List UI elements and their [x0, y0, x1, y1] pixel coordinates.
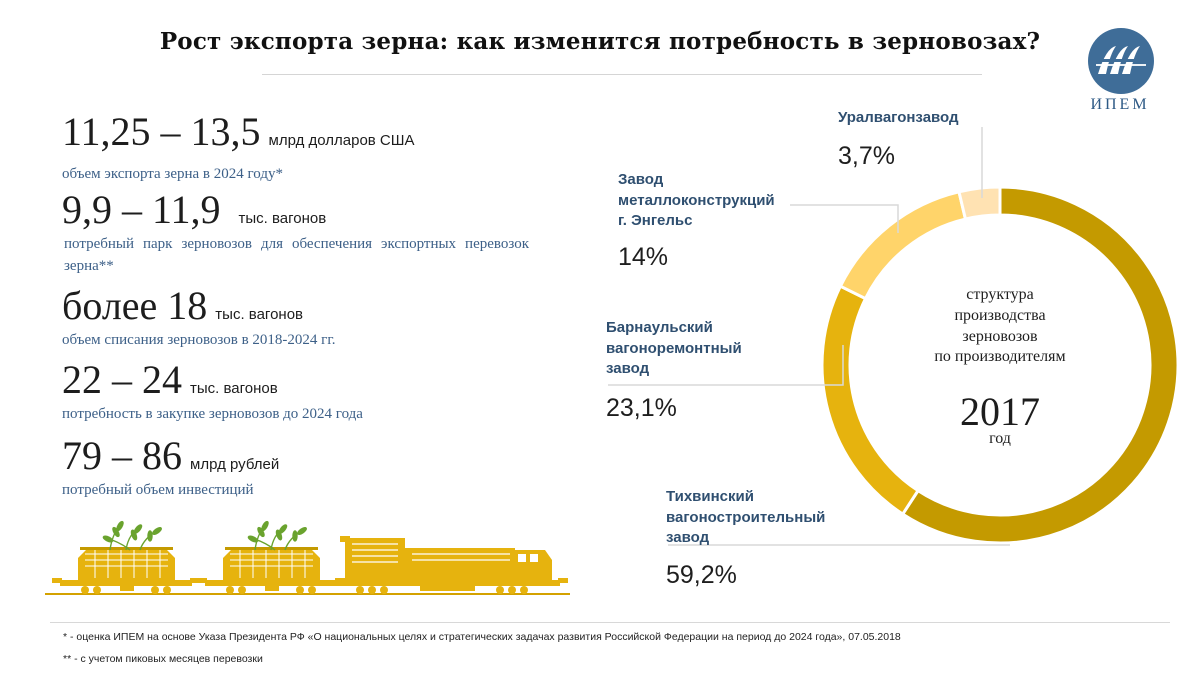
stat-description: потребность в закупке зерновозов до 2024…: [62, 406, 363, 422]
footnote-1: * - оценка ИПЕМ на основе Указа Президен…: [63, 631, 901, 643]
donut-center-year: 2017: [960, 389, 1040, 434]
stat-description: потребный парк зерновозов для обеспечени…: [64, 236, 529, 274]
slice-uralvagonzavod: [957, 185, 1002, 221]
stat-unit: тыс. вагонов: [190, 380, 278, 397]
slice-engels: [838, 189, 968, 301]
wheat-icon: [247, 520, 307, 551]
stat-write-off: более 18 тыс. вагонов объем списания зерн…: [62, 286, 336, 352]
stat-unit: млрд долларов США: [268, 132, 415, 149]
footnote-2: ** - с учетом пиковых месяцев перевозки: [63, 653, 263, 665]
hopper-wagon-2: [197, 547, 345, 594]
stat-value: 11,25 – 13,5: [62, 109, 261, 154]
stat-value: 79 – 86: [62, 433, 182, 478]
slice-value-tikhvin: 59,2%: [666, 561, 737, 589]
page-title: Рост экспорта зерна: как изменится потре…: [159, 28, 1041, 55]
stat-unit: млрд рублей: [190, 456, 280, 473]
wheat-icon: [102, 520, 162, 551]
grain-train-illustration: [45, 520, 570, 595]
slice-value-barnaul: 23,1%: [606, 394, 677, 422]
stat-value: 22 – 24: [62, 357, 182, 402]
donut-center-caption: структура производства зерновозов по про…: [925, 285, 1075, 368]
center-caption-line: по производителям: [934, 348, 1066, 366]
slice-label-tikhvin: Тихвинский вагоностроительный завод: [666, 488, 826, 547]
slice-label-barnaul: Барнаульский вагоноремонтный завод: [606, 319, 742, 378]
slice-label-uralvagonzavod: Уралвагонзавод: [838, 109, 959, 126]
stat-purchase-need: 22 – 24 тыс. вагонов потребность в закупк…: [62, 360, 363, 426]
stat-description: потребный объем инвестиций: [62, 482, 254, 498]
center-caption-line: структура: [966, 286, 1034, 303]
stat-unit: тыс. вагонов: [215, 306, 304, 323]
leader-line: [790, 204, 899, 233]
stat-description: объем списания зерновозов в 2018-2024 гг…: [62, 332, 336, 348]
stat-investment: 79 – 86 млрд рублей потребный объем инвес…: [62, 436, 279, 502]
donut-center-year-label: год: [989, 430, 1011, 447]
logo-text: ИПЕМ: [1090, 96, 1150, 113]
rail-track: [45, 593, 570, 595]
footer-divider: [50, 622, 1170, 623]
slice-barnaul: [820, 284, 921, 517]
stat-export-volume: 11,25 – 13,5 млрд долларов США объем эксп…: [62, 112, 415, 186]
stat-value: более 18: [62, 283, 208, 328]
locomotive: [335, 536, 568, 594]
stat-value: 9,9 – 11,9: [62, 187, 221, 232]
title-divider: [262, 74, 982, 75]
slice-value-engels: 14%: [618, 243, 669, 271]
slice-value-uralvagonzavod: 3,7%: [838, 142, 895, 170]
ipem-logo-icon: [1088, 28, 1154, 94]
center-caption-line: производства: [954, 306, 1046, 324]
stat-description: объем экспорта зерна в 2024 году*: [62, 166, 283, 182]
center-caption-line: зерновозов: [962, 327, 1038, 345]
stat-unit: тыс. вагонов: [238, 210, 327, 227]
slice-label-engels: Завод металлоконструкций г. Энгельс: [618, 171, 775, 230]
hopper-wagon-1: [52, 547, 200, 594]
stat-fleet-needed: 9,9 – 11,9 тыс. вагонов потребный парк зе…: [62, 190, 529, 278]
